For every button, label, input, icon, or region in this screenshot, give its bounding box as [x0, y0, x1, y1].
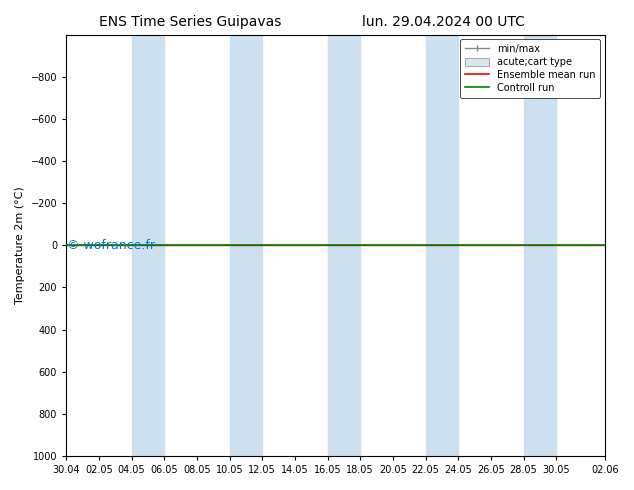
Legend: min/max, acute;cart type, Ensemble mean run, Controll run: min/max, acute;cart type, Ensemble mean … — [460, 40, 600, 98]
Text: © wofrance.fr: © wofrance.fr — [67, 239, 155, 252]
Bar — [131, 35, 164, 456]
Text: lun. 29.04.2024 00 UTC: lun. 29.04.2024 00 UTC — [363, 15, 525, 29]
Y-axis label: Temperature 2m (°C): Temperature 2m (°C) — [15, 186, 25, 304]
Bar — [328, 35, 360, 456]
Text: ENS Time Series Guipavas: ENS Time Series Guipavas — [99, 15, 281, 29]
Bar — [524, 35, 556, 456]
Bar — [425, 35, 458, 456]
Bar — [230, 35, 262, 456]
